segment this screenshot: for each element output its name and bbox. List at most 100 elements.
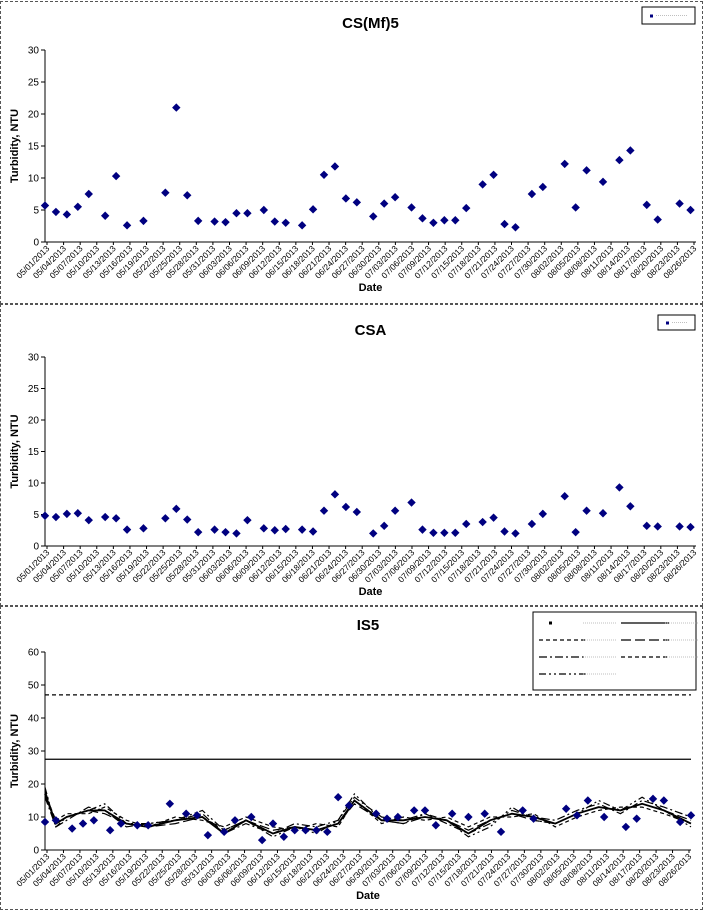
data-point xyxy=(330,490,340,499)
data-point xyxy=(598,509,608,518)
y-tick-label: 10 xyxy=(28,479,40,490)
data-point xyxy=(582,166,591,175)
data-point xyxy=(270,526,279,535)
data-point xyxy=(418,214,427,223)
data-point xyxy=(538,182,548,192)
data-point xyxy=(319,506,329,515)
data-point xyxy=(73,509,83,518)
data-point xyxy=(626,502,635,511)
chart-title: IS5 xyxy=(357,617,380,634)
chart-panel-csmf5: CS(Mf)5 0 5 10 15 20 25 30 Turbidity, NTU 05/01/2… xyxy=(0,1,703,304)
data-point xyxy=(312,826,321,835)
data-point xyxy=(560,492,569,501)
y-tick-label: 10 xyxy=(28,813,40,824)
data-point xyxy=(84,189,93,199)
data-point xyxy=(232,209,241,218)
data-point xyxy=(632,814,641,823)
y-tick-label: 20 xyxy=(28,416,40,427)
data-point xyxy=(518,806,527,815)
data-point xyxy=(429,218,438,227)
chart-panel-csa: CSA 0 5 10 15 20 25 30 Turbidity, NTU 05/01/2013 0… xyxy=(0,304,703,606)
y-tick-label: 5 xyxy=(33,510,39,521)
data-point xyxy=(420,806,430,815)
y-tick-label: 0 xyxy=(33,542,39,553)
chart-title: CS(Mf)5 xyxy=(342,15,399,32)
y-tick-label: 60 xyxy=(28,648,40,659)
data-point xyxy=(221,527,230,537)
data-point xyxy=(143,821,153,830)
data-point xyxy=(67,824,77,833)
y-tick-label: 50 xyxy=(28,681,40,692)
data-point xyxy=(232,529,241,538)
data-point xyxy=(529,814,538,823)
data-point xyxy=(133,821,142,830)
data-point xyxy=(352,507,362,517)
y-axis-label: Turbidity, NTU xyxy=(9,714,21,788)
data-point xyxy=(161,514,170,523)
data-point xyxy=(561,804,571,813)
data-point xyxy=(84,515,93,525)
chart-panel-is5: IS5 0 10 20 30 40 50 60 Turbidity, NTU 05/01/2013… xyxy=(0,606,703,910)
y-axis-label: Turbidity, NTU xyxy=(9,109,21,183)
x-axis-label: Date xyxy=(359,282,383,294)
data-point xyxy=(51,512,61,522)
data-point xyxy=(243,515,252,525)
data-point xyxy=(270,217,279,226)
data-point xyxy=(379,199,389,208)
legend-marker xyxy=(549,621,552,625)
data-point xyxy=(538,509,548,519)
data-point xyxy=(583,796,593,805)
y-tick-label: 0 xyxy=(33,238,39,249)
data-point xyxy=(247,812,256,822)
data-point xyxy=(78,819,88,828)
data-point xyxy=(308,205,318,214)
data-point xyxy=(496,827,506,837)
data-point xyxy=(527,189,537,199)
y-tick-label: 15 xyxy=(28,142,40,153)
data-point xyxy=(172,504,181,514)
data-point xyxy=(686,522,695,532)
data-point xyxy=(653,215,662,224)
data-point xyxy=(642,521,651,531)
data-point xyxy=(297,525,307,534)
data-point xyxy=(686,811,696,820)
data-point xyxy=(111,171,121,181)
data-point xyxy=(489,170,498,179)
data-point xyxy=(615,483,624,492)
data-point xyxy=(572,811,582,820)
y-tick-label: 20 xyxy=(28,110,40,121)
data-point xyxy=(511,529,520,538)
y-tick-label: 20 xyxy=(28,780,40,791)
data-point xyxy=(330,162,340,171)
data-point xyxy=(418,525,427,534)
data-point xyxy=(268,819,278,828)
data-point xyxy=(451,216,460,225)
data-point xyxy=(500,219,509,229)
data-point xyxy=(62,210,72,219)
data-point xyxy=(51,207,61,217)
data-point xyxy=(480,809,489,818)
data-point xyxy=(478,180,487,189)
y-tick-label: 0 xyxy=(33,846,39,857)
data-point xyxy=(571,203,580,212)
data-point xyxy=(161,188,170,197)
data-point xyxy=(500,527,509,536)
data-point xyxy=(100,512,110,522)
data-point xyxy=(527,519,537,529)
data-point xyxy=(390,506,400,515)
data-point xyxy=(122,525,132,534)
data-point xyxy=(210,217,219,226)
y-tick-label: 30 xyxy=(28,46,40,57)
y-tick-label: 10 xyxy=(28,174,40,185)
data-point xyxy=(686,205,695,215)
data-point xyxy=(62,509,72,519)
data-point xyxy=(464,812,473,822)
data-point xyxy=(319,170,329,179)
y-tick-label: 30 xyxy=(28,747,40,758)
data-point xyxy=(407,498,416,507)
data-point xyxy=(281,524,290,534)
